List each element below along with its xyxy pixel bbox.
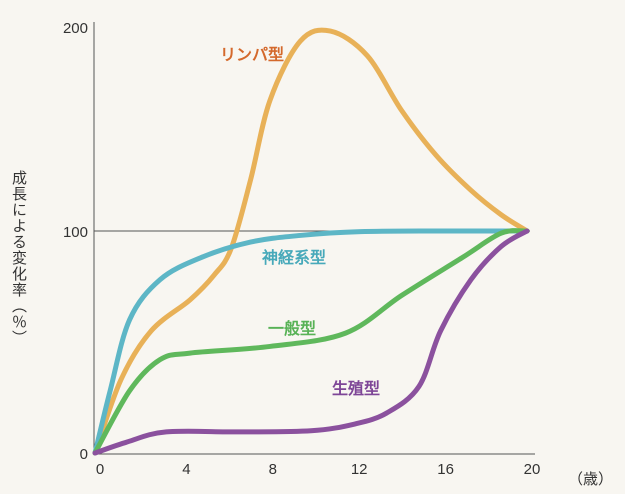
x-unit-label: （歳） <box>568 471 613 488</box>
x-tick-label: 16 <box>437 461 454 478</box>
series-label-reproductive: 生殖型 <box>332 379 380 398</box>
y-tick-label: 0 <box>80 446 88 463</box>
x-tick-label: 20 <box>524 461 541 478</box>
x-tick-label: 4 <box>182 461 190 478</box>
y-axis-label: 成長による変化率（％） <box>10 170 28 346</box>
x-tick-label: 0 <box>96 461 104 478</box>
y-tick-label: 200 <box>63 20 88 37</box>
x-tick-label: 12 <box>351 461 368 478</box>
series-line-lymphoid <box>92 27 530 456</box>
series-line-reproductive <box>92 228 530 456</box>
y-tick-label: 100 <box>63 224 88 241</box>
series-label-general: 一般型 <box>268 319 316 338</box>
x-tick-label: 8 <box>269 461 277 478</box>
series-line-general <box>92 228 530 456</box>
series-label-lymphoid: リンパ型 <box>220 45 284 64</box>
series-line-neural <box>92 228 530 456</box>
series-label-neural: 神経系型 <box>262 248 326 267</box>
